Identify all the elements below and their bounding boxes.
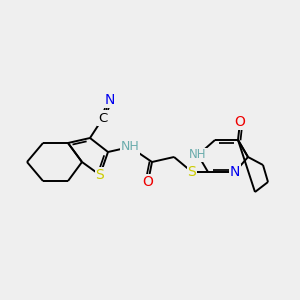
Text: N: N: [105, 93, 115, 107]
Text: NH: NH: [189, 148, 207, 161]
Text: S: S: [96, 168, 104, 182]
Text: S: S: [188, 165, 196, 179]
Text: C: C: [98, 112, 108, 124]
Text: NH: NH: [121, 140, 140, 154]
Text: N: N: [230, 165, 240, 179]
Text: O: O: [235, 115, 245, 129]
Text: O: O: [142, 175, 153, 189]
